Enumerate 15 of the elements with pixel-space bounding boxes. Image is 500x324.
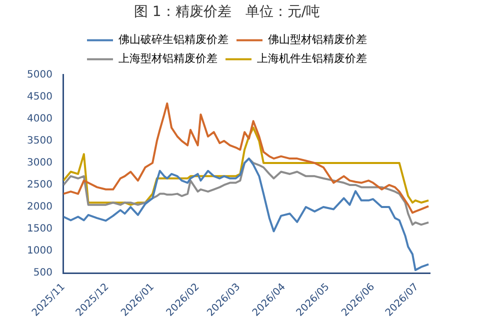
y-tick-label: 500: [33, 268, 52, 279]
y-tick-label: 2500: [26, 180, 52, 191]
legend-label: 佛山破碎生铝精废价差: [118, 33, 228, 46]
y-tick-label: 1000: [26, 246, 52, 257]
y-tick-label: 4000: [26, 113, 52, 124]
legend-label: 佛山型材铝精废价差: [268, 33, 367, 46]
y-tick-label: 5000: [26, 69, 52, 80]
legend-label: 上海型材铝精废价差: [118, 52, 218, 66]
y-tick-label: 2000: [26, 202, 52, 213]
y-tick-label: 4500: [26, 91, 52, 102]
legend-label: 上海机件生铝精废价差: [257, 52, 367, 66]
y-tick-label: 1500: [26, 224, 52, 235]
y-tick-label: 3000: [26, 158, 52, 169]
y-tick-label: 3500: [26, 136, 52, 147]
chart-title: 图 1：精废价差 单位：元/吨: [134, 4, 320, 20]
